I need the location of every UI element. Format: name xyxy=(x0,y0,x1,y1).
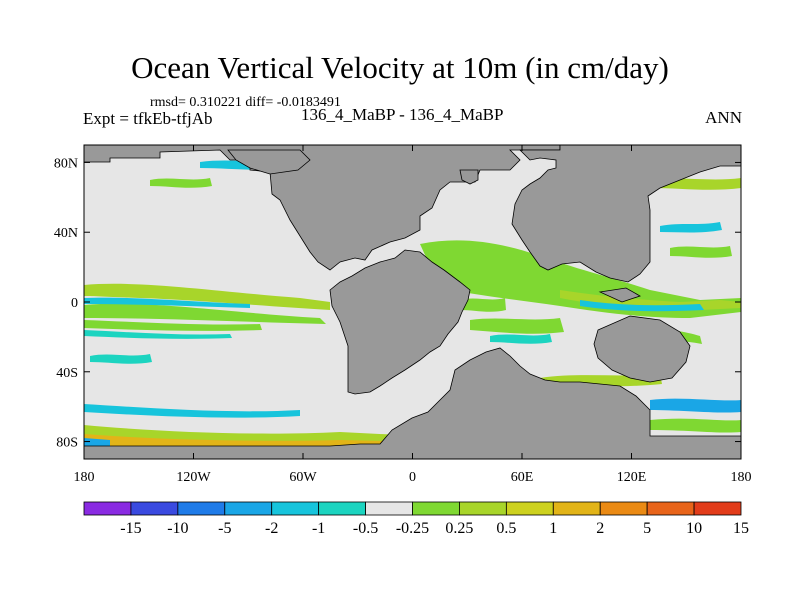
colorbar-box xyxy=(271,501,320,516)
contour-patch xyxy=(84,330,232,339)
y-axis-labels: 80N 40N 0 40S 80S xyxy=(54,156,78,450)
contour-patch xyxy=(84,297,250,308)
colorbar-box xyxy=(646,501,695,516)
colorbar-label: 5 xyxy=(643,520,651,537)
stats-line: rmsd= 0.310221 diff= -0.0183491 xyxy=(150,95,341,110)
contour-patch xyxy=(84,303,326,324)
colorbar-label: -10 xyxy=(167,520,188,537)
colorbar-label: 10 xyxy=(686,520,702,537)
land-north-america xyxy=(84,145,561,271)
experiment-label: Expt = tfkEb-tfjAb xyxy=(83,109,213,128)
land-australia xyxy=(593,315,691,383)
colorbar-box xyxy=(693,501,742,516)
land-greenland xyxy=(227,149,311,175)
colorbar-box xyxy=(599,501,648,516)
contour-patch xyxy=(90,354,152,364)
colorbar xyxy=(83,501,742,516)
colorbar-label: 0.5 xyxy=(496,520,516,537)
y-tick-label: 40N xyxy=(54,226,78,241)
x-tick-label: 60E xyxy=(511,470,534,485)
x-tick-label: 180 xyxy=(74,470,95,485)
colorbar-label: 1 xyxy=(549,520,557,537)
colorbar-labels: -15 -10 -5 -2 -1 -0.5 -0.25 0.25 0.5 1 2 5 10 15 xyxy=(120,520,749,537)
x-tick-label: 180 xyxy=(731,470,752,485)
contour-patch xyxy=(470,318,564,334)
colorbar-box xyxy=(459,501,507,516)
land-masses xyxy=(84,145,741,459)
axis-ticks xyxy=(83,145,742,459)
y-tick-label: 80S xyxy=(56,436,78,451)
colorbar-label: -0.25 xyxy=(396,520,429,537)
colorbar-box xyxy=(83,501,132,516)
colorbar-box xyxy=(224,501,273,516)
colorbar-label: -1 xyxy=(312,520,325,537)
colorbar-box xyxy=(130,501,179,516)
contour-patch xyxy=(84,425,440,442)
contour-patch xyxy=(150,178,212,188)
land-indonesia xyxy=(598,287,641,303)
contour-patch xyxy=(580,300,704,312)
contour-patch xyxy=(84,404,300,418)
x-tick-label: 0 xyxy=(409,470,416,485)
colorbar-box xyxy=(318,501,366,516)
x-tick-label: 60W xyxy=(289,470,317,485)
colorbar-label: 0.25 xyxy=(445,520,473,537)
contour-patch xyxy=(84,283,330,310)
contour-patch xyxy=(84,320,262,331)
contour-patch xyxy=(460,298,506,312)
land-eurasia xyxy=(511,145,741,283)
season-label: ANN xyxy=(705,108,742,127)
colorbar-label: -5 xyxy=(218,520,231,537)
land-antarctica xyxy=(84,347,741,459)
colorbar-label: 2 xyxy=(596,520,604,537)
contour-patch xyxy=(650,398,741,413)
map-area xyxy=(84,145,741,459)
colorbar-label: -0.5 xyxy=(353,520,378,537)
colorbar-label: -2 xyxy=(265,520,278,537)
colorbar-box xyxy=(412,501,460,516)
y-tick-label: 40S xyxy=(56,366,78,381)
y-tick-label: 80N xyxy=(54,156,78,171)
contour-patch xyxy=(84,434,430,446)
case-label: 136_4_MaBP - 136_4_MaBP xyxy=(301,105,504,124)
colorbar-box xyxy=(365,501,413,516)
colorbar-box xyxy=(552,501,601,516)
contour-patch xyxy=(490,334,552,344)
contour-patch xyxy=(420,240,741,318)
x-tick-label: 120W xyxy=(176,470,211,485)
x-tick-label: 120E xyxy=(617,470,647,485)
map-title: Ocean Vertical Velocity at 10m (in cm/da… xyxy=(131,50,669,85)
contour-patch xyxy=(660,222,722,233)
land-south-america xyxy=(329,249,471,395)
colorbar-box xyxy=(505,501,554,516)
x-axis-labels: 180 120W 60W 0 60E 120E 180 xyxy=(74,470,752,485)
contour-patch xyxy=(84,438,110,446)
colorbar-label: 15 xyxy=(733,520,749,537)
contour-patch xyxy=(670,246,732,258)
contour-patch xyxy=(650,418,741,433)
land-africa xyxy=(459,169,479,185)
colorbar-label: -15 xyxy=(120,520,141,537)
colorbar-box xyxy=(177,501,226,516)
y-tick-label: 0 xyxy=(71,296,78,311)
